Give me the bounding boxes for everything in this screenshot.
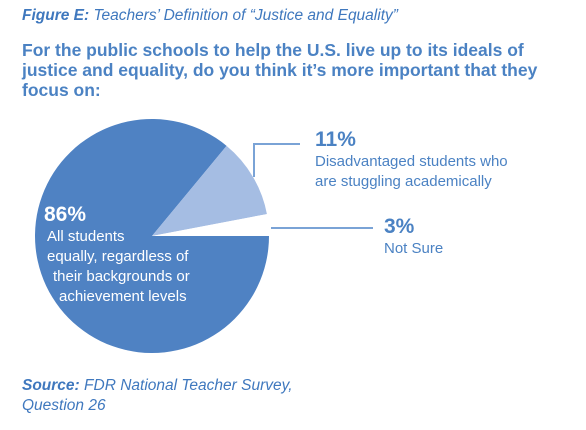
source-note: Source: FDR National Teacher Survey, Que…	[22, 376, 293, 416]
figure-caption-prefix: Figure E:	[22, 7, 90, 24]
slice-label-not-sure: 3% Not Sure	[384, 215, 443, 259]
pie-slice-not-sure	[152, 214, 269, 236]
slice-label-all-students: 86% All students equally, regardless of …	[44, 203, 190, 307]
pie-slices	[35, 118, 269, 354]
source-prefix: Source:	[22, 377, 80, 394]
slice-label-line: All students	[47, 228, 125, 245]
slice-value-86: 86%	[44, 203, 87, 226]
slice-label-line: Not Sure	[384, 240, 444, 257]
slice-label-line: achievement levels	[59, 288, 187, 305]
survey-question: For the public schools to help the U.S. …	[22, 40, 538, 100]
slice-value-3: 3%	[384, 215, 415, 238]
figure-caption: Figure E: Teachers’ Definition of “Justi…	[22, 7, 398, 25]
leader-lines	[253, 143, 373, 229]
slice-label-line: are stuggling academically	[315, 173, 492, 190]
slice-label-disadvantaged: 11% Disadvantaged students who are stugg…	[315, 128, 508, 192]
pie-slice-disadvantaged	[152, 145, 267, 236]
source-line-2: Question 26	[22, 397, 106, 414]
figure-caption-title: Teachers’ Definition of “Justice and Equ…	[93, 7, 398, 24]
slice-label-line: their backgrounds or	[53, 268, 190, 285]
leader-line-11	[253, 143, 300, 177]
slice-value-11: 11%	[315, 128, 356, 151]
slice-label-line: Disadvantaged students who	[315, 153, 508, 170]
source-line-1: FDR National Teacher Survey,	[84, 377, 293, 394]
slice-label-line: equally, regardless of	[47, 248, 189, 265]
